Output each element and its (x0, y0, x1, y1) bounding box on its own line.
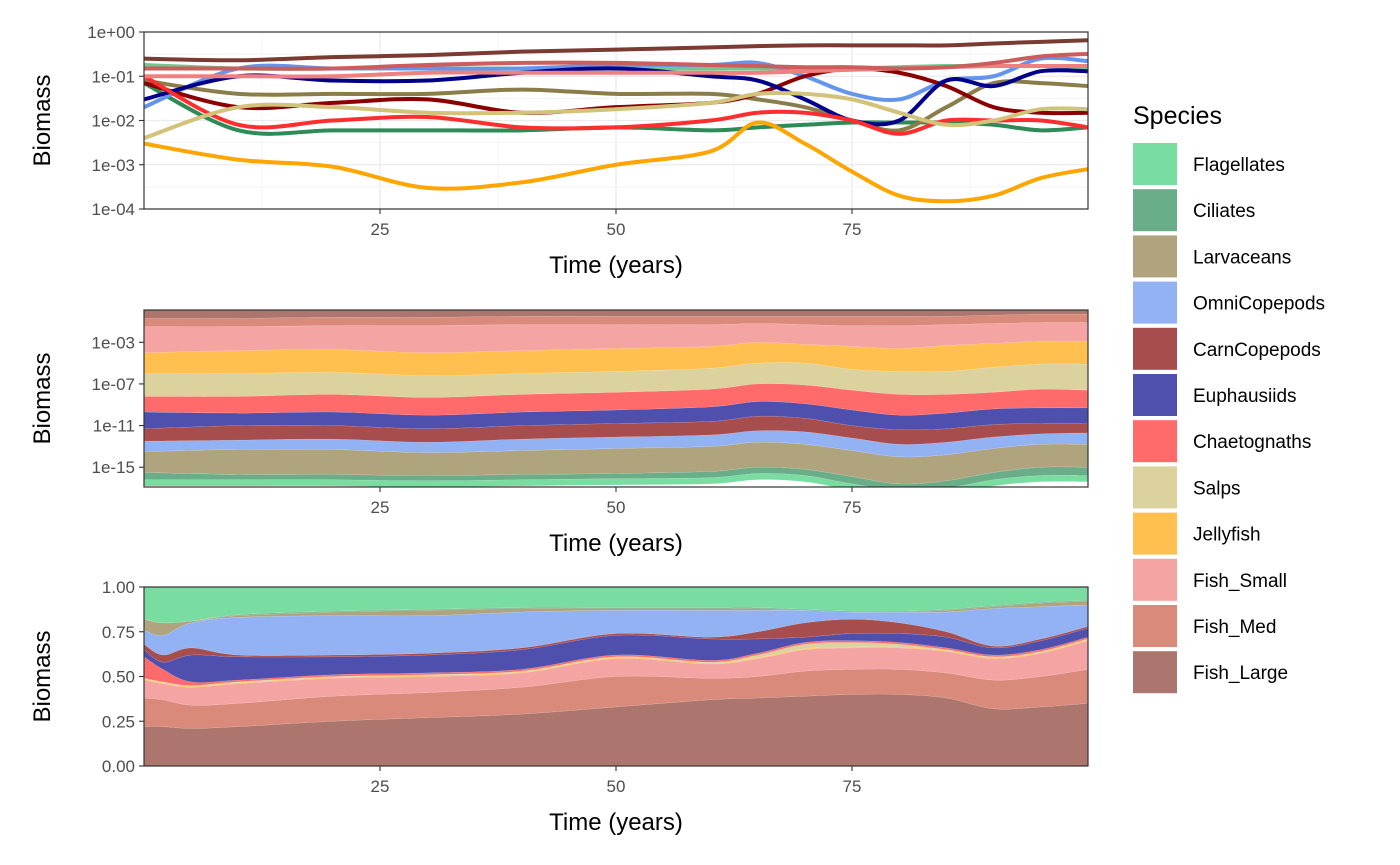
legend-label: Flagellates (1193, 155, 1285, 176)
x-tick-label: 50 (607, 777, 626, 796)
legend-swatch (1133, 327, 1177, 370)
series-line-fish-med (144, 51, 1088, 71)
panel-stacked-proportion: 0.00 0.25 0.50 0.75 1.00 25 50 75 Time (years)… (29, 578, 1089, 836)
legend-items: Flagellates Ciliates Larvaceans OmniCopepod… (1133, 143, 1325, 694)
legend-item: CarnCopepods (1133, 327, 1321, 370)
series-line-euphausiids (144, 66, 1088, 127)
legend-label: Larvaceans (1193, 247, 1291, 268)
x-tick-label: 50 (607, 220, 626, 239)
series-line-chaetognaths (144, 74, 1088, 136)
legend-label: Euphausiids (1193, 386, 1297, 407)
legend-item: OmniCopepods (1133, 281, 1325, 324)
series-lines (144, 38, 1088, 204)
x-axis: 25 50 75 (371, 209, 862, 239)
y-tick-label: 1e+00 (87, 23, 135, 42)
legend-label: Jellyfish (1193, 525, 1261, 546)
x-axis-title: Time (years) (549, 530, 683, 557)
y-axis: 1e-04 1e-03 1e-02 1e-01 1e+00 (87, 23, 144, 219)
panel-stacked-log: 1e-15 1e-11 1e-07 1e-03 25 50 75 Time (years)… (29, 309, 1089, 557)
area-larvaceans (144, 601, 1088, 636)
area-fish-large (144, 693, 1088, 766)
legend-item: Euphausiids (1133, 374, 1297, 416)
legend-swatch (1133, 143, 1177, 185)
legend-item: Fish_Large (1133, 651, 1288, 694)
legend-item: Fish_Small (1133, 558, 1287, 601)
y-tick-label: 1e-03 (92, 333, 135, 352)
legend-label: Ciliates (1193, 201, 1255, 222)
y-tick-label: 0.00 (102, 757, 135, 776)
x-tick-label: 75 (843, 498, 862, 517)
y-axis: 0.00 0.25 0.50 0.75 1.00 (102, 578, 144, 776)
x-tick-label: 75 (843, 220, 862, 239)
legend-swatch (1133, 605, 1177, 647)
y-axis-title: Biomass (29, 352, 56, 444)
legend-label: Fish_Large (1193, 663, 1288, 684)
series-areas (144, 310, 1088, 487)
legend-item: Larvaceans (1133, 235, 1291, 278)
legend-swatch (1133, 512, 1177, 555)
area-ciliates (144, 466, 1088, 487)
area-fish-small (144, 640, 1088, 706)
y-tick-label: 1e-07 (92, 375, 135, 394)
legend-swatch (1133, 558, 1177, 601)
x-axis-title: Time (years) (549, 252, 683, 279)
legend-swatch (1133, 420, 1177, 463)
legend-item: Chaetognaths (1133, 420, 1311, 463)
legend-label: Fish_Med (1193, 617, 1276, 638)
legend-swatch (1133, 189, 1177, 232)
x-axis: 25 50 75 (371, 487, 862, 517)
x-axis-title: Time (years) (549, 809, 683, 836)
area-jellyfish (144, 639, 1088, 688)
x-tick-label: 25 (371, 220, 390, 239)
y-tick-label: 1.00 (102, 578, 135, 597)
y-axis: 1e-15 1e-11 1e-07 1e-03 (92, 333, 144, 477)
y-axis-title: Biomass (29, 74, 56, 166)
legend-item: Jellyfish (1133, 512, 1261, 555)
series-line-jellyfish (144, 120, 1088, 204)
y-tick-label: 1e-04 (92, 200, 135, 219)
legend-swatch (1133, 235, 1177, 278)
area-omnicopepods (144, 430, 1088, 458)
area-flagellates (144, 473, 1088, 487)
legend-item: Ciliates (1133, 189, 1255, 232)
legend: Species Flagellates Ciliates Larvaceans Omn… (1133, 102, 1325, 694)
series-line-salps (144, 90, 1088, 141)
y-tick-label: 0.25 (102, 712, 135, 731)
y-tick-label: 1e-01 (92, 67, 135, 86)
legend-label: Salps (1193, 478, 1241, 499)
legend-label: OmniCopepods (1193, 294, 1325, 315)
legend-swatch (1133, 466, 1177, 509)
y-tick-label: 1e-02 (92, 112, 135, 131)
y-tick-label: 0.50 (102, 668, 135, 687)
legend-swatch (1133, 281, 1177, 324)
legend-item: Flagellates (1133, 143, 1285, 185)
x-tick-label: 25 (371, 777, 390, 796)
legend-label: Chaetognaths (1193, 432, 1311, 453)
legend-label: Fish_Small (1193, 571, 1287, 592)
area-fish-small (144, 322, 1088, 353)
x-tick-label: 50 (607, 498, 626, 517)
x-axis: 25 50 75 (371, 766, 862, 796)
x-tick-label: 75 (843, 777, 862, 796)
legend-item: Salps (1133, 466, 1241, 509)
y-tick-label: 0.75 (102, 623, 135, 642)
legend-item: Fish_Med (1133, 605, 1276, 647)
x-tick-label: 25 (371, 498, 390, 517)
series-line-fish-large (144, 38, 1088, 63)
legend-swatch (1133, 651, 1177, 694)
series-areas (144, 587, 1088, 766)
y-tick-label: 1e-03 (92, 156, 135, 175)
y-tick-label: 1e-11 (93, 417, 135, 436)
legend-swatch (1133, 374, 1177, 416)
y-tick-label: 1e-15 (92, 458, 135, 477)
legend-label: CarnCopepods (1193, 340, 1321, 361)
area-omnicopepods (144, 604, 1088, 656)
panel-line-log: 1e-04 1e-03 1e-02 1e-01 1e+00 25 50 75 Time (y… (29, 23, 1089, 279)
y-axis-title: Biomass (29, 630, 56, 722)
legend-title: Species (1133, 102, 1222, 130)
